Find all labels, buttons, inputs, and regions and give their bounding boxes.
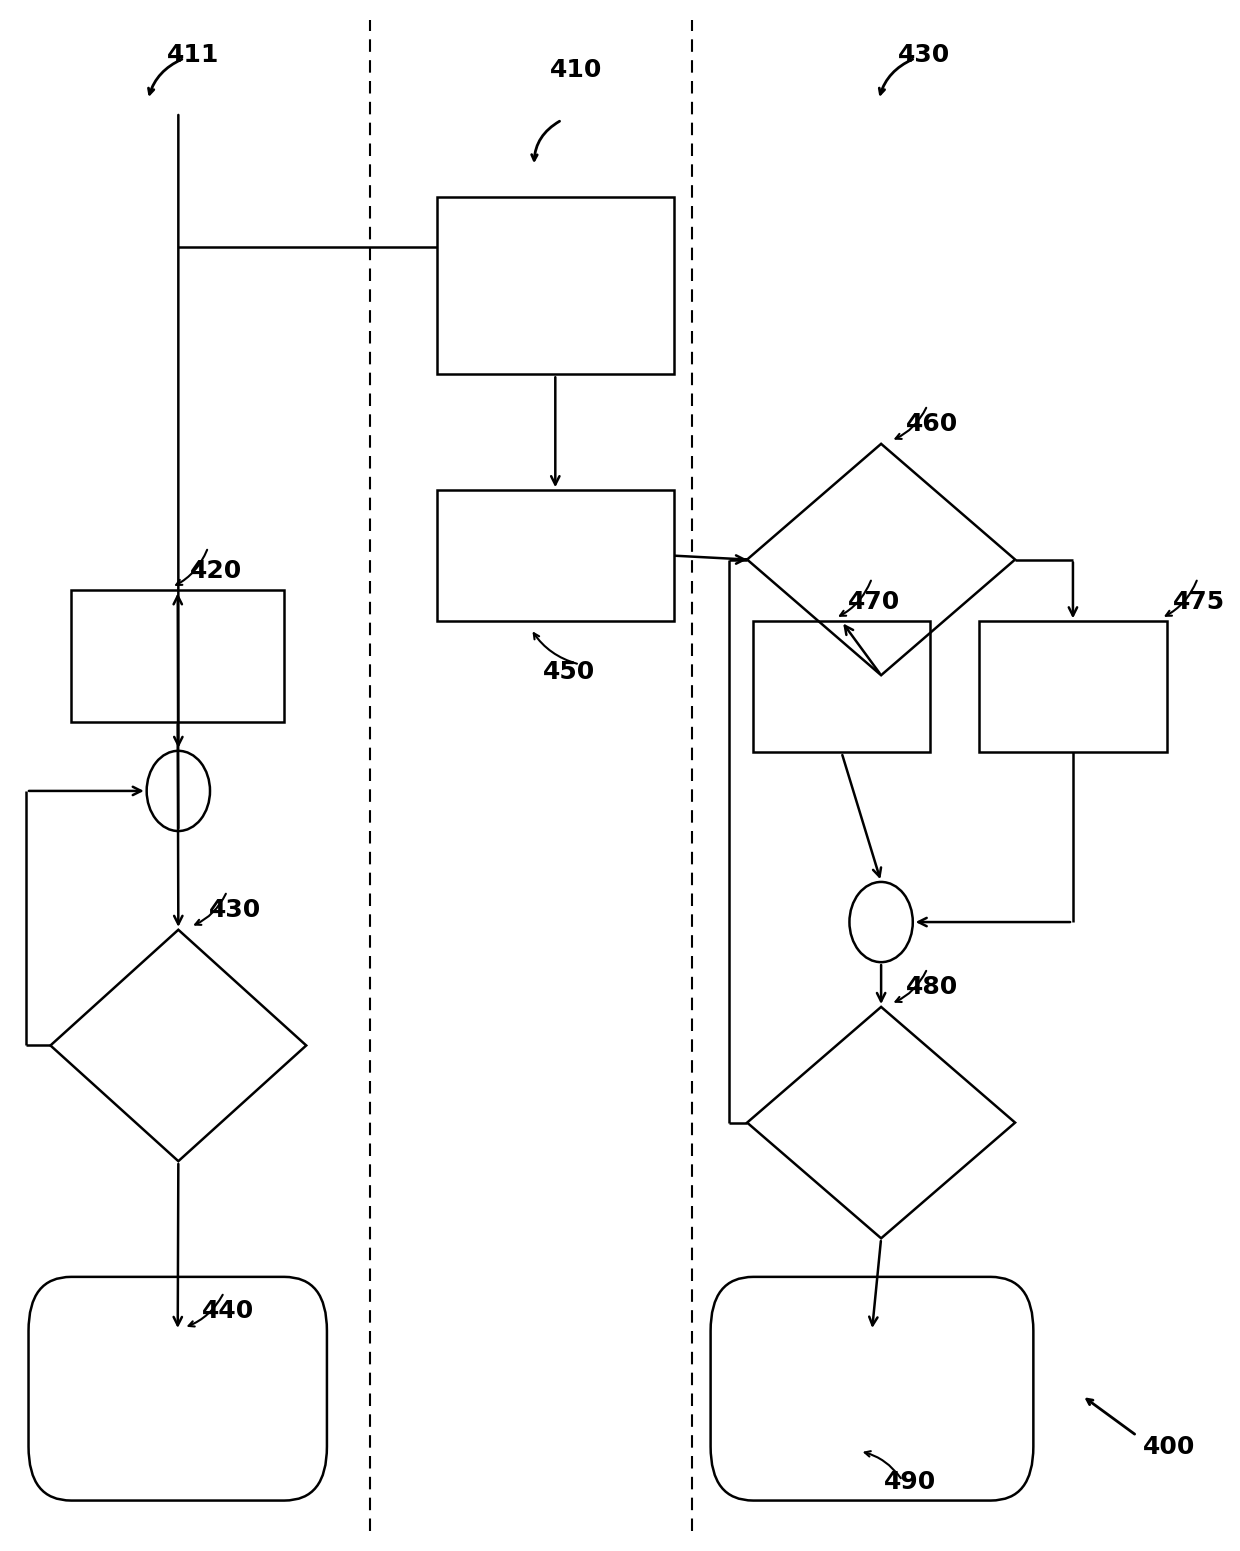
Text: 430: 430 — [898, 43, 950, 67]
Bar — [436, 197, 675, 374]
Bar — [436, 490, 675, 622]
Text: 475: 475 — [1173, 589, 1225, 614]
Text: 480: 480 — [905, 976, 957, 999]
Text: 490: 490 — [884, 1470, 936, 1494]
FancyBboxPatch shape — [711, 1276, 1033, 1500]
Bar — [978, 622, 1167, 752]
Text: 410: 410 — [551, 57, 603, 82]
Bar — [753, 622, 930, 752]
Text: 430: 430 — [208, 898, 262, 921]
Text: 420: 420 — [190, 558, 242, 583]
Text: 411: 411 — [166, 43, 219, 67]
Text: 440: 440 — [202, 1300, 254, 1323]
Text: 400: 400 — [1143, 1435, 1195, 1458]
Text: 450: 450 — [543, 659, 595, 684]
FancyBboxPatch shape — [29, 1276, 327, 1500]
Text: 460: 460 — [905, 413, 957, 436]
Text: 470: 470 — [848, 589, 900, 614]
Bar — [71, 591, 284, 721]
